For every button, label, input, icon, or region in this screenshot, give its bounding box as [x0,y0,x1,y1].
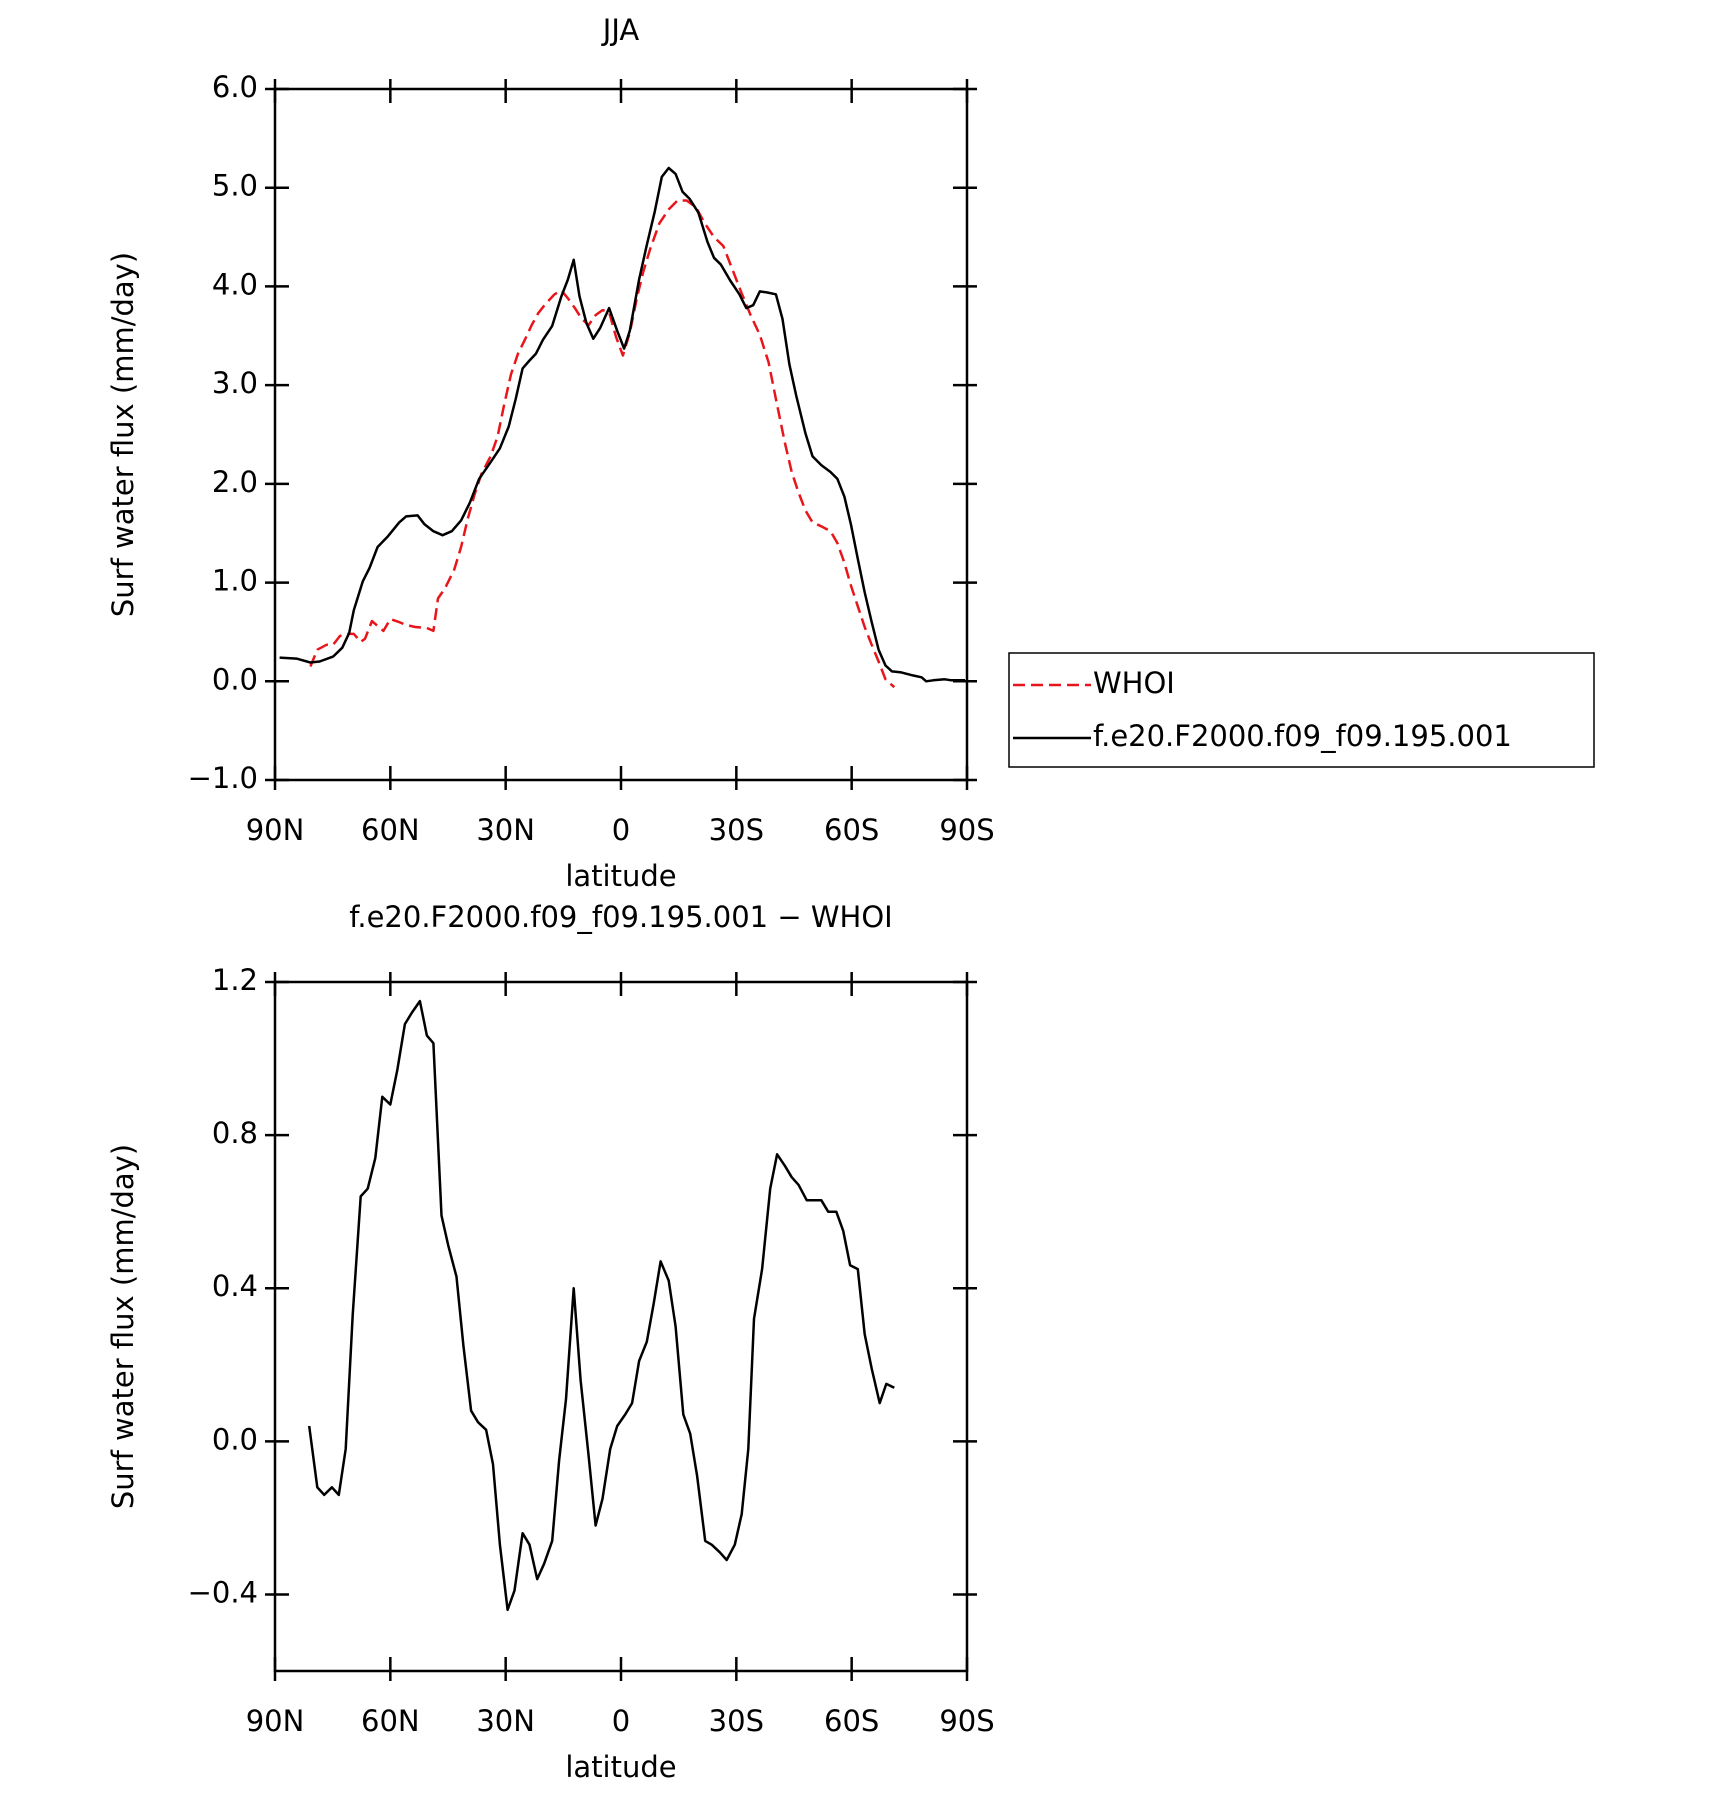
chart-title: f.e20.F2000.f09_f09.195.001 − WHOI [349,900,892,934]
y-axis-label: Surf water flux (mm/day) [106,252,140,617]
y-tick-label: −1.0 [188,761,258,795]
data-line [309,199,896,689]
x-tick-label: 30N [476,1704,535,1738]
x-tick-label: 90N [246,813,305,847]
data-line [307,999,895,1612]
x-tick-label: 90N [246,1704,305,1738]
x-tick-label: 30S [709,813,764,847]
y-tick-label: 1.0 [212,564,258,598]
y-tick-label: 5.0 [212,169,258,203]
x-tick-label: 60N [361,813,420,847]
x-tick-label: 90S [939,1704,994,1738]
y-tick-label: −0.4 [188,1575,258,1609]
x-axis-label: latitude [565,1750,676,1784]
x-tick-label: 90S [939,813,994,847]
y-tick-label: 0.8 [212,1116,258,1150]
x-tick-label: 30N [476,813,535,847]
y-tick-label: 0.4 [212,1269,258,1303]
y-tick-label: 1.2 [212,963,258,997]
y-tick-label: 4.0 [212,267,258,301]
legend-label: WHOI [1093,666,1175,700]
chart-title: JJA [601,13,640,47]
x-tick-label: 0 [612,1704,630,1738]
x-tick-label: 60S [824,813,879,847]
y-tick-label: 3.0 [212,366,258,400]
plot-frame [273,87,969,782]
x-tick-label: 0 [612,813,630,847]
y-axis-label: Surf water flux (mm/day) [106,1144,140,1509]
legend-box [1008,652,1595,768]
x-tick-label: 60S [824,1704,879,1738]
y-tick-label: 2.0 [212,465,258,499]
x-tick-label: 30S [709,1704,764,1738]
y-tick-label: 6.0 [212,70,258,104]
y-tick-label: 0.0 [212,1422,258,1456]
data-line [279,166,966,683]
legend-label: f.e20.F2000.f09_f09.195.001 [1093,719,1512,753]
x-tick-label: 60N [361,1704,420,1738]
y-tick-label: 0.0 [212,662,258,696]
x-axis-label: latitude [565,859,676,893]
